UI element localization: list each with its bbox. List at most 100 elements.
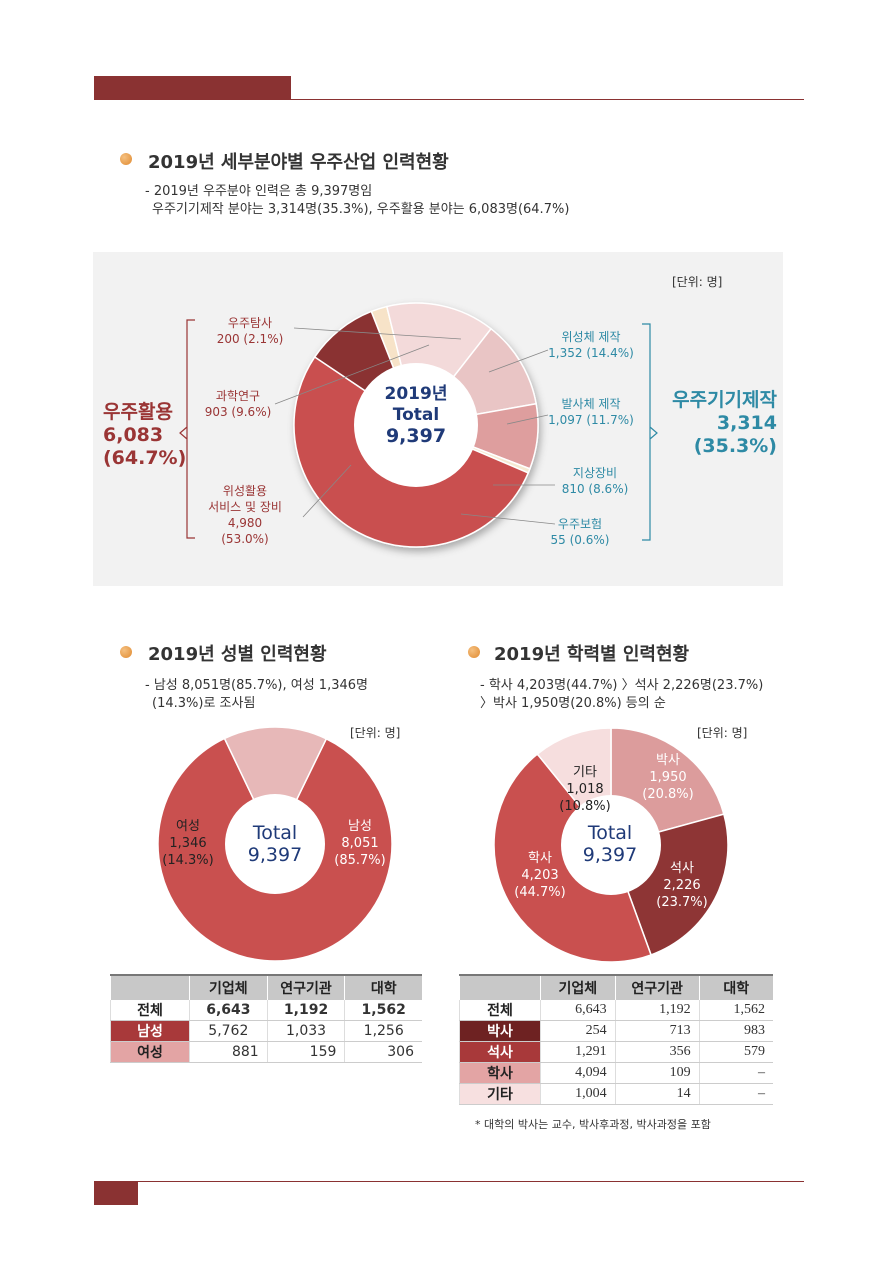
group-right-pct: (35.3%) (693, 435, 777, 457)
table-cell: 306 (344, 1041, 422, 1063)
group-space-manufacturing: 우주기기제작 3,314 (35.3%) (660, 389, 777, 458)
gender-donut-chart (157, 726, 393, 962)
left-bracket (179, 319, 195, 539)
table-cell: 1,291 (540, 1041, 616, 1063)
label-satellite-mfg-value: 1,352 (14.4%) (548, 346, 634, 360)
label-satellite-use-name1: 위성활용 (222, 484, 268, 498)
row-label: 여성 (110, 1041, 190, 1063)
label-other: 기타 1,018 (10.8%) (545, 764, 625, 815)
label-phd-name: 박사 (656, 753, 680, 768)
label-female: 여성 1,346 (14.3%) (150, 818, 226, 869)
center-total-value: 9,397 (247, 844, 303, 866)
table-cell: 579 (698, 1041, 773, 1063)
row-label: 남성 (110, 1020, 190, 1042)
center-total-label: Total (587, 822, 633, 844)
row-label: 박사 (459, 1020, 541, 1042)
education-donut-chart (493, 727, 729, 963)
table-cell: 1,562 (698, 1000, 773, 1021)
table-cell: 713 (614, 1020, 700, 1042)
group-left-name: 우주활용 (103, 401, 173, 423)
table-row: 남성 5,762 1,033 1,256 (110, 1020, 422, 1042)
footer-rule (94, 1181, 804, 1182)
center-year: 2019년 (384, 384, 448, 404)
table-header: 연구기관 (614, 974, 700, 1000)
label-exploration: 우주탐사 200 (2.1%) (200, 315, 300, 347)
table-row: 기타 1,004 14 – (459, 1083, 773, 1105)
bullet-icon (120, 646, 132, 658)
center-total-value: 9,397 (385, 425, 447, 447)
row-label: 전체 (459, 1000, 541, 1021)
leader-exploration (293, 327, 462, 340)
section1-desc-1: - 2019년 우주분야 인력은 총 9,397명임 (145, 184, 373, 199)
unit-label: [단위: 명] (697, 726, 748, 740)
label-launcher-name: 발사체 제작 (561, 397, 621, 411)
label-other-name: 기타 (573, 765, 597, 780)
industry-donut-chart (179, 302, 658, 548)
table-header (459, 974, 541, 1000)
label-insurance-value: 55 (0.6%) (550, 533, 610, 547)
label-satellite-mfg-name: 위성체 제작 (561, 330, 621, 344)
label-launcher-value: 1,097 (11.7%) (548, 413, 634, 427)
table-cell: – (698, 1062, 773, 1084)
donut1-hole (354, 363, 478, 487)
table-cell: 14 (614, 1083, 700, 1105)
section1-title: 2019년 세부분야별 우주산업 인력현황 (148, 152, 449, 173)
header-rule (94, 99, 804, 100)
label-exploration-value: 200 (2.1%) (216, 332, 284, 346)
table-cell: 5,762 (189, 1020, 268, 1042)
table-cell: 983 (698, 1020, 773, 1042)
label-phd: 박사 1,950 (20.8%) (628, 752, 708, 803)
label-insurance: 우주보험 55 (0.6%) (530, 516, 630, 548)
right-bracket (642, 323, 658, 541)
table-cell: 6,643 (189, 1000, 268, 1021)
table-header: 연구기관 (266, 974, 345, 1000)
label-bachelor-value: 4,203 (521, 868, 559, 883)
center-total-value: 9,397 (582, 844, 638, 866)
label-launcher: 발사체 제작 1,097 (11.7%) (541, 396, 641, 428)
table-cell: 109 (614, 1062, 700, 1084)
label-insurance-name: 우주보험 (557, 517, 603, 531)
label-satellite-mfg: 위성체 제작 1,352 (14.4%) (541, 329, 641, 361)
section2-desc-2: (14.3%)로 조사됨 (152, 696, 256, 711)
leader-launcher (506, 414, 549, 425)
gender-table: 기업체 연구기관 대학 전체 6,643 1,192 1,562 남성 5,76… (110, 974, 422, 1063)
header-bar (94, 76, 291, 100)
group-right-value: 3,314 (716, 412, 777, 434)
label-female-name: 여성 (176, 819, 200, 834)
table-cell: 254 (540, 1020, 616, 1042)
row-label: 전체 (110, 1000, 190, 1021)
table-cell: 1,192 (614, 1000, 700, 1021)
leader-satellite-use (302, 464, 352, 518)
label-exploration-name: 우주탐사 (227, 316, 273, 330)
donut3-hole (561, 795, 661, 895)
table-cell: 1,004 (540, 1083, 616, 1105)
label-bachelor-pct: (44.7%) (514, 885, 566, 900)
section3-desc-2: 〉박사 1,950명(20.8%) 등의 순 (480, 696, 666, 711)
label-male-value: 8,051 (341, 836, 379, 851)
table-cell: 1,256 (344, 1020, 422, 1042)
label-female-pct: (14.3%) (162, 853, 214, 868)
group-left-pct: (64.7%) (103, 447, 187, 469)
label-bachelor: 학사 4,203 (44.7%) (500, 850, 580, 901)
table-header-row: 기업체 연구기관 대학 (459, 974, 773, 1000)
group-left-value: 6,083 (103, 424, 164, 446)
leader-science (274, 344, 430, 405)
center-total-label: Total (252, 822, 298, 844)
table-header (110, 974, 190, 1000)
bullet-icon (468, 646, 480, 658)
bullet-icon (120, 153, 132, 165)
education-table: 기업체 연구기관 대학 전체 6,643 1,192 1,562 박사 254 … (459, 974, 773, 1105)
group-right-name: 우주기기제작 (672, 389, 777, 411)
table-cell: 1,562 (344, 1000, 422, 1021)
label-ground: 지상장비 810 (8.6%) (545, 465, 645, 497)
table-cell: 1,033 (266, 1020, 345, 1042)
table-row: 석사 1,291 356 579 (459, 1041, 773, 1063)
section3-desc-1: - 학사 4,203명(44.7%) 〉석사 2,226명(23.7%) (480, 678, 764, 693)
donut3-center: Total 9,397 (560, 822, 660, 866)
unit-label: [단위: 명] (350, 726, 401, 740)
donut2-center: Total 9,397 (225, 822, 325, 866)
section2-desc-1: - 남성 8,051명(85.7%), 여성 1,346명 (145, 678, 368, 693)
label-female-value: 1,346 (169, 836, 207, 851)
label-other-pct: (10.8%) (559, 799, 611, 814)
section2-title: 2019년 성별 인력현황 (148, 644, 327, 665)
